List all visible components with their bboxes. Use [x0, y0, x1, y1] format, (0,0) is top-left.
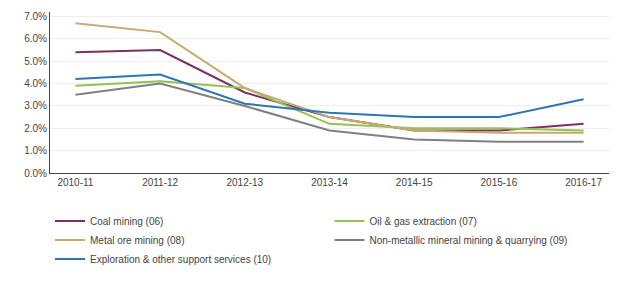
- svg-text:3.0%: 3.0%: [24, 100, 47, 111]
- svg-text:2013-14: 2013-14: [311, 177, 348, 188]
- svg-text:4.0%: 4.0%: [24, 78, 47, 89]
- svg-text:2010-11: 2010-11: [57, 177, 93, 188]
- svg-text:2011-12: 2011-12: [142, 177, 178, 188]
- svg-text:7.0%: 7.0%: [24, 11, 47, 22]
- svg-text:Metal ore mining (08): Metal ore mining (08): [90, 235, 184, 246]
- svg-text:5.0%: 5.0%: [24, 56, 47, 67]
- svg-text:1.0%: 1.0%: [24, 145, 47, 156]
- svg-text:2.0%: 2.0%: [24, 123, 47, 134]
- svg-text:0.0%: 0.0%: [24, 168, 47, 179]
- svg-text:2014-15: 2014-15: [396, 177, 433, 188]
- svg-text:2012-13: 2012-13: [226, 177, 263, 188]
- svg-text:2015-16: 2015-16: [481, 177, 518, 188]
- svg-text:Coal mining (06): Coal mining (06): [90, 216, 163, 227]
- svg-text:2016-17: 2016-17: [565, 177, 602, 188]
- svg-text:Exploration & other support se: Exploration & other support services (10…: [90, 254, 271, 265]
- svg-text:6.0%: 6.0%: [24, 33, 47, 44]
- svg-text:Oil & gas extraction (07): Oil & gas extraction (07): [370, 216, 477, 227]
- svg-text:Non-metallic mineral mining &: Non-metallic mineral mining & quarrying …: [370, 235, 568, 246]
